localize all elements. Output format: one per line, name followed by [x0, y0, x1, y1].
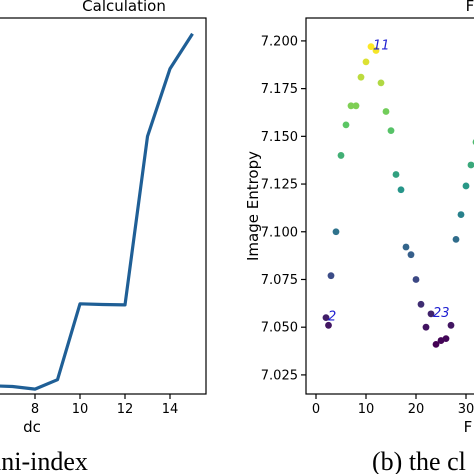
scatter-point: [427, 310, 435, 318]
right-x-tick-label: 20: [408, 402, 425, 417]
scatter-point: [447, 321, 455, 329]
right-y-tick-label: 7.025: [261, 368, 298, 383]
scatter-point: [372, 47, 380, 54]
right-plot-frame: [305, 17, 474, 395]
scatter-point: [332, 228, 340, 236]
scatter-point: [467, 161, 474, 169]
scatter-point: [422, 323, 430, 331]
scatter-point: [322, 314, 330, 322]
right-y-tick-label: 7.175: [261, 82, 298, 97]
right-x-axis-label: F: [464, 418, 473, 436]
scatter-point: [457, 211, 465, 218]
scatter-point: [367, 43, 375, 51]
right-y-tick-label: 7.075: [261, 273, 298, 288]
left-plot-frame: [0, 17, 207, 395]
left-chart-title: Calculation: [82, 0, 166, 15]
scatter-annotation: 2: [328, 310, 336, 325]
scatter-point: [327, 272, 335, 280]
right-y-tick-label: 7.100: [261, 225, 298, 240]
scatter-point: [387, 127, 395, 135]
scatter-point: [325, 321, 332, 329]
right-x-tick-label: 0: [312, 402, 320, 417]
right-chart-panel: F 7.025 7.050 7.075 7.100 7.125 7.150 7.175 7.2…: [244, 0, 474, 474]
left-x-axis: 8 10 12 14: [31, 394, 178, 417]
scatter-point: [377, 79, 385, 87]
right-y-tick-label: 7.125: [261, 178, 298, 193]
scatter-annotation: 11: [373, 39, 390, 54]
left-x-tick-label: 12: [117, 402, 134, 417]
scatter-point: [417, 300, 425, 308]
right-chart-title: F: [466, 0, 474, 15]
right-y-tick-label: 7.200: [261, 34, 298, 49]
scatter-point: [352, 102, 360, 110]
right-x-axis: 0 10 20 30: [312, 394, 474, 417]
right-y-axis: 7.025 7.050 7.075 7.100 7.125 7.150 7.175 7.200: [261, 34, 306, 383]
scatter-point: [407, 251, 415, 259]
scatter-point: [392, 171, 400, 178]
left-x-tick-label: 14: [162, 402, 179, 417]
right-y-tick-label: 7.050: [261, 321, 298, 336]
left-x-axis-label: dc: [23, 418, 41, 436]
scatter-point: [362, 58, 370, 66]
scatter-point: [402, 243, 410, 251]
left-caption: ini-index: [0, 447, 88, 474]
scatter-point: [442, 335, 450, 343]
scatter-point: [347, 102, 355, 110]
scatter-point: [452, 236, 460, 243]
right-annotations: 2 11 23: [328, 39, 450, 325]
scatter-point: [382, 108, 390, 115]
left-chart-panel: Calculation 8 10 12 14 dc ini-index: [0, 0, 207, 474]
left-x-tick-label: 10: [72, 402, 89, 417]
right-x-tick-label: 10: [358, 402, 375, 417]
scatter-point: [397, 186, 405, 194]
right-x-tick-label: 30: [458, 402, 474, 417]
scatter-point: [337, 152, 345, 159]
scatter-annotation: 23: [433, 306, 450, 321]
scatter-point: [342, 121, 350, 129]
scatter-point: [432, 340, 440, 348]
left-series-line: [0, 32, 194, 391]
right-y-tick-label: 7.150: [261, 130, 298, 145]
right-scatter-points: [322, 43, 474, 348]
scatter-point: [357, 73, 365, 81]
right-y-axis-label: Image Entropy: [244, 151, 262, 261]
right-caption: (b) the cl: [372, 447, 466, 474]
left-x-tick-label: 8: [31, 402, 39, 417]
scatter-point: [412, 276, 420, 283]
scatter-point: [462, 182, 470, 190]
